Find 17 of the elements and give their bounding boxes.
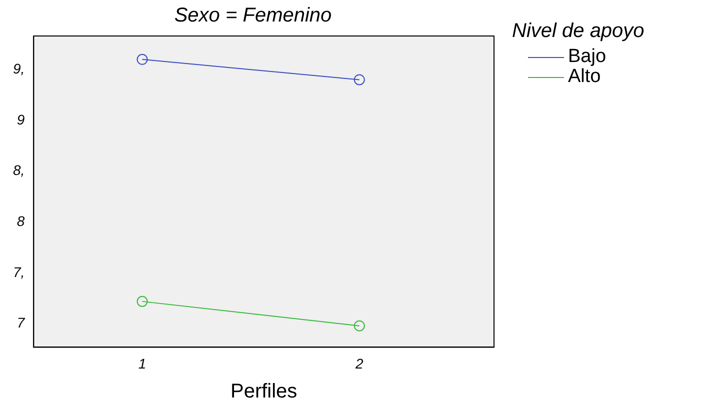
y-tick-label: 7, <box>12 264 25 280</box>
legend-label: Alto <box>568 66 601 87</box>
x-tick-label: 2 <box>354 355 364 372</box>
point <box>136 296 148 307</box>
x-axis-title: Perfiles <box>230 380 298 403</box>
legend-label: Bajo <box>568 46 606 67</box>
y-tick-label: 8 <box>16 213 25 229</box>
y-tick-label: 9, <box>12 60 25 76</box>
chart-title: Sexo = Femenino <box>174 4 332 27</box>
point <box>136 54 148 65</box>
point <box>354 74 365 86</box>
point <box>354 320 365 332</box>
legend-title: Nivel de apoyo <box>512 20 644 43</box>
y-tick-label: 7 <box>16 314 26 331</box>
y-tick-label: 8, <box>12 162 25 178</box>
x-tick-label: 1 <box>138 355 146 372</box>
y-tick-label: 9 <box>16 111 25 128</box>
